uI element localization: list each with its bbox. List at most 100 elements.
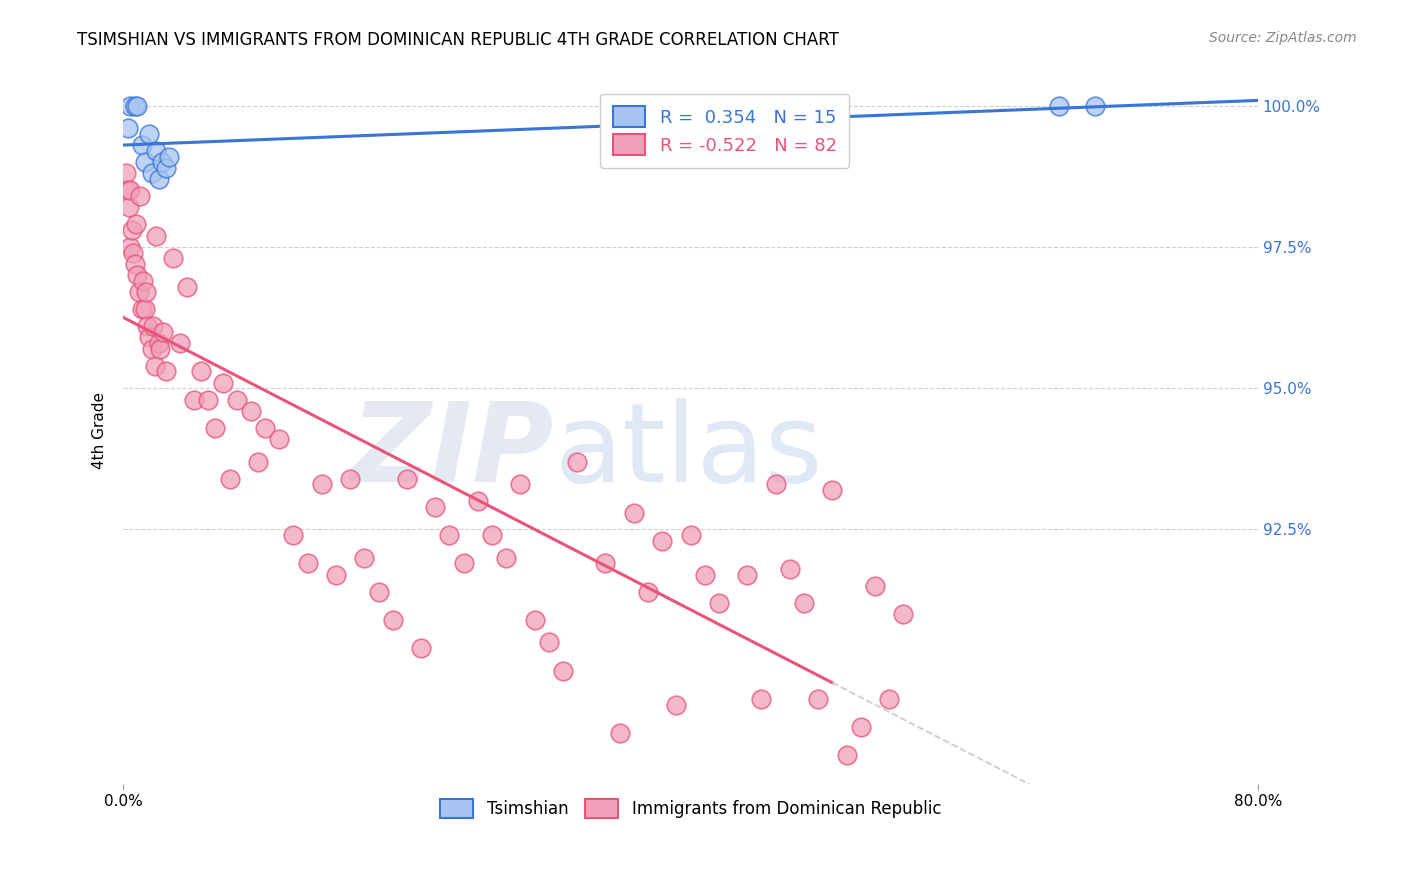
Point xyxy=(339,472,361,486)
Point xyxy=(115,167,138,181)
Point xyxy=(117,184,139,198)
Point xyxy=(152,325,174,339)
Point xyxy=(679,528,702,542)
Point xyxy=(381,613,404,627)
Point xyxy=(849,720,872,734)
Point xyxy=(197,392,219,407)
Point xyxy=(176,279,198,293)
Point xyxy=(1047,98,1070,112)
Point xyxy=(367,584,389,599)
Point xyxy=(225,392,247,407)
Point xyxy=(120,98,142,112)
Point xyxy=(877,692,900,706)
Point xyxy=(142,319,165,334)
Point xyxy=(311,477,333,491)
Point xyxy=(637,584,659,599)
Point xyxy=(283,528,305,542)
Point xyxy=(523,613,546,627)
Point xyxy=(150,155,173,169)
Point xyxy=(141,167,163,181)
Point xyxy=(411,641,433,656)
Point xyxy=(807,692,830,706)
Point xyxy=(148,336,170,351)
Point xyxy=(439,528,461,542)
Point xyxy=(609,726,631,740)
Point xyxy=(425,500,447,514)
Point xyxy=(269,432,291,446)
Point xyxy=(779,562,801,576)
Point xyxy=(395,472,418,486)
Point xyxy=(134,302,156,317)
Point xyxy=(138,127,160,141)
Point xyxy=(254,421,277,435)
Point xyxy=(122,245,145,260)
Point xyxy=(651,533,673,548)
Point xyxy=(145,144,167,158)
Point xyxy=(353,550,375,565)
Point xyxy=(125,218,148,232)
Point xyxy=(835,748,858,763)
Point xyxy=(148,172,170,186)
Point xyxy=(145,228,167,243)
Y-axis label: 4th Grade: 4th Grade xyxy=(93,392,107,469)
Point xyxy=(537,635,560,649)
Point xyxy=(131,138,153,153)
Point xyxy=(120,184,142,198)
Point xyxy=(118,201,141,215)
Point xyxy=(247,455,270,469)
Text: TSIMSHIAN VS IMMIGRANTS FROM DOMINICAN REPUBLIC 4TH GRADE CORRELATION CHART: TSIMSHIAN VS IMMIGRANTS FROM DOMINICAN R… xyxy=(77,31,839,49)
Point xyxy=(117,121,139,136)
Point xyxy=(124,98,146,112)
Point xyxy=(325,567,347,582)
Point xyxy=(162,252,184,266)
Point xyxy=(143,359,166,373)
Point xyxy=(136,319,159,334)
Point xyxy=(149,342,172,356)
Point xyxy=(131,302,153,317)
Point xyxy=(891,607,914,622)
Point xyxy=(138,330,160,344)
Point xyxy=(169,336,191,351)
Point xyxy=(509,477,531,491)
Point xyxy=(155,161,177,175)
Point xyxy=(190,364,212,378)
Point xyxy=(134,155,156,169)
Point xyxy=(141,342,163,356)
Point xyxy=(297,557,319,571)
Point xyxy=(453,557,475,571)
Point xyxy=(121,223,143,237)
Point xyxy=(127,268,149,283)
Point xyxy=(565,455,588,469)
Point xyxy=(707,596,730,610)
Point xyxy=(128,285,150,300)
Point xyxy=(481,528,503,542)
Point xyxy=(204,421,226,435)
Point xyxy=(863,579,886,593)
Point xyxy=(623,506,645,520)
Text: atlas: atlas xyxy=(554,398,823,505)
Point xyxy=(737,567,759,582)
Point xyxy=(1084,98,1107,112)
Point xyxy=(132,274,155,288)
Point xyxy=(751,692,773,706)
Point xyxy=(155,364,177,378)
Point xyxy=(551,664,574,678)
Point xyxy=(211,376,233,390)
Point xyxy=(218,472,240,486)
Point xyxy=(665,698,688,712)
Point xyxy=(129,189,152,203)
Point xyxy=(183,392,205,407)
Point xyxy=(239,404,262,418)
Point xyxy=(693,567,716,582)
Text: ZIP: ZIP xyxy=(352,398,554,505)
Point xyxy=(135,285,157,300)
Point xyxy=(120,240,142,254)
Point xyxy=(495,550,517,565)
Point xyxy=(595,557,617,571)
Point xyxy=(124,257,146,271)
Point xyxy=(157,149,180,163)
Legend: Tsimshian, Immigrants from Dominican Republic: Tsimshian, Immigrants from Dominican Rep… xyxy=(433,792,948,825)
Point xyxy=(467,494,489,508)
Text: Source: ZipAtlas.com: Source: ZipAtlas.com xyxy=(1209,31,1357,45)
Point xyxy=(793,596,815,610)
